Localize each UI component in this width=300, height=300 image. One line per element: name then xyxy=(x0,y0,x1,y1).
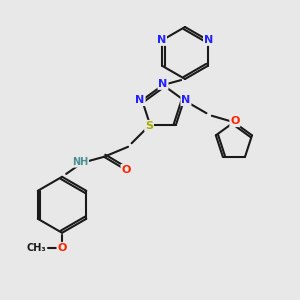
Text: O: O xyxy=(230,116,240,126)
Text: NH: NH xyxy=(72,157,88,167)
Text: N: N xyxy=(157,35,166,45)
Text: O: O xyxy=(57,243,67,253)
Text: N: N xyxy=(136,95,145,105)
Text: CH₃: CH₃ xyxy=(26,243,46,253)
Text: N: N xyxy=(204,35,213,45)
Text: N: N xyxy=(181,95,190,105)
Text: N: N xyxy=(158,79,168,89)
Text: S: S xyxy=(145,121,153,131)
Text: O: O xyxy=(122,165,131,175)
